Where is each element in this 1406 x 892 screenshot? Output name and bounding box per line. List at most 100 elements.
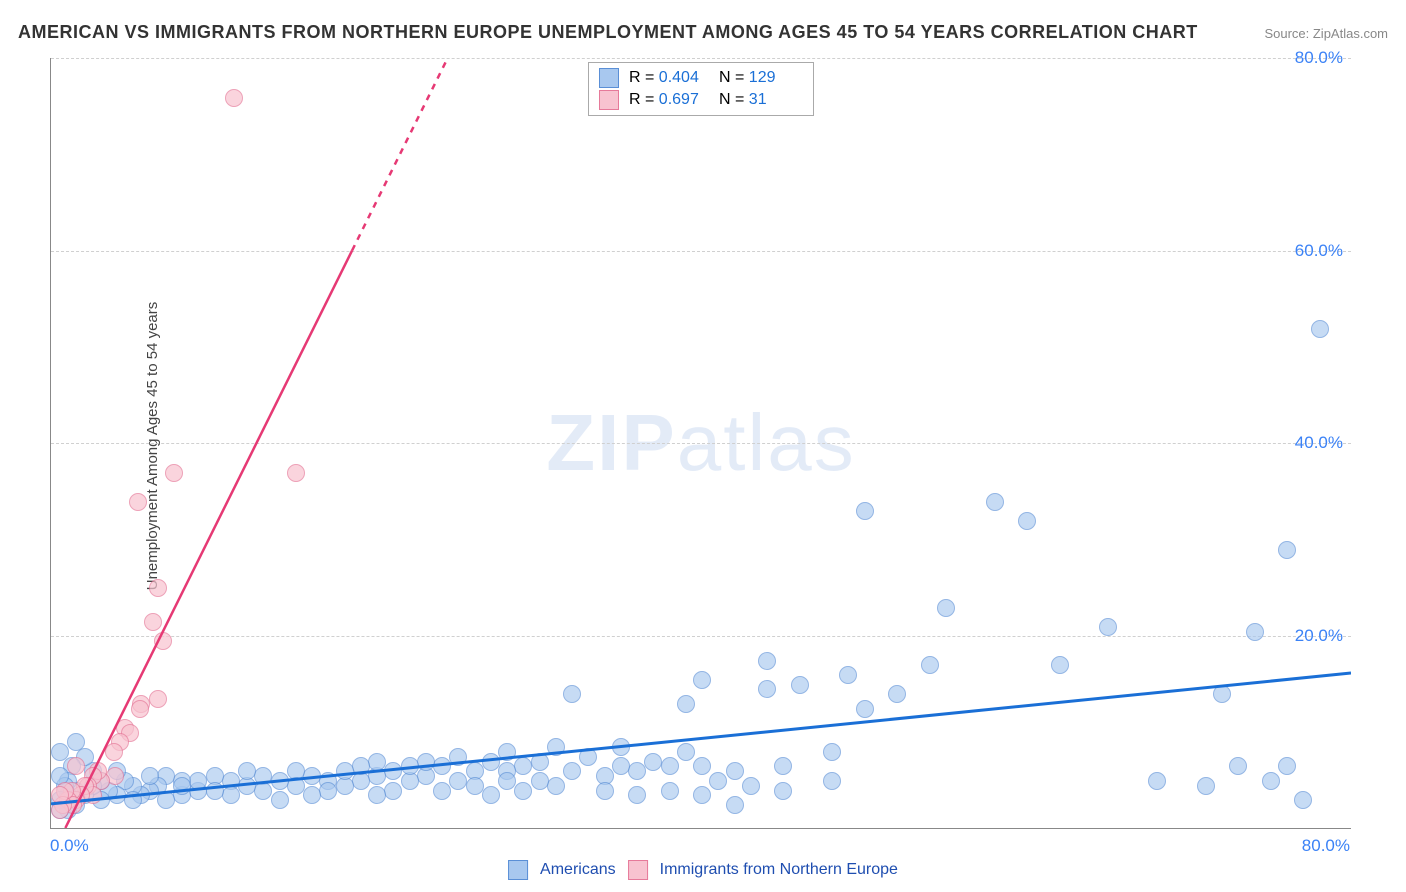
data-point <box>693 757 711 775</box>
data-point <box>579 748 597 766</box>
data-point <box>1197 777 1215 795</box>
series-label-immigrants: Immigrants from Northern Europe <box>660 861 898 879</box>
data-point <box>856 502 874 520</box>
data-point <box>677 743 695 761</box>
data-point <box>303 767 321 785</box>
swatch-americans-icon <box>508 860 528 880</box>
data-point <box>547 738 565 756</box>
data-point <box>709 772 727 790</box>
data-point <box>225 89 243 107</box>
data-point <box>774 757 792 775</box>
n-value-americans: 129 <box>749 69 776 86</box>
data-point <box>482 753 500 771</box>
data-point <box>661 757 679 775</box>
data-point <box>612 757 630 775</box>
data-point <box>677 695 695 713</box>
data-point <box>51 743 69 761</box>
data-point <box>1278 757 1296 775</box>
scatter-points-layer <box>51 58 1351 828</box>
data-point <box>141 767 159 785</box>
data-point <box>173 777 191 795</box>
data-point <box>271 772 289 790</box>
correlation-legend: R = 0.404 N = 129 R = 0.697 N = 31 <box>588 62 814 116</box>
data-point <box>384 782 402 800</box>
data-point <box>888 685 906 703</box>
data-point <box>596 782 614 800</box>
data-point <box>222 786 240 804</box>
data-point <box>823 743 841 761</box>
data-point <box>1213 685 1231 703</box>
series-legend: Americans Immigrants from Northern Europ… <box>508 860 898 880</box>
data-point <box>742 777 760 795</box>
data-point <box>129 493 147 511</box>
data-point <box>67 757 85 775</box>
data-point <box>661 782 679 800</box>
legend-row-immigrants: R = 0.697 N = 31 <box>599 89 799 111</box>
data-point <box>986 493 1004 511</box>
data-point <box>693 671 711 689</box>
scatter-plot-area: ZIPatlas R = 0.404 N = 129 R = 0.697 N =… <box>50 58 1351 829</box>
data-point <box>531 753 549 771</box>
data-point <box>149 690 167 708</box>
x-tick-label: 0.0% <box>50 836 89 856</box>
data-point <box>144 613 162 631</box>
chart-title: AMERICAN VS IMMIGRANTS FROM NORTHERN EUR… <box>18 22 1198 43</box>
data-point <box>563 762 581 780</box>
data-point <box>547 777 565 795</box>
data-point <box>1294 791 1312 809</box>
data-point <box>254 782 272 800</box>
data-point <box>287 464 305 482</box>
n-value-immigrants: 31 <box>749 91 767 108</box>
data-point <box>105 743 123 761</box>
data-point <box>189 772 207 790</box>
data-point <box>726 762 744 780</box>
data-point <box>287 777 305 795</box>
data-point <box>856 700 874 718</box>
data-point <box>823 772 841 790</box>
data-point <box>612 738 630 756</box>
data-point <box>514 757 532 775</box>
data-point <box>368 753 386 771</box>
data-point <box>563 685 581 703</box>
data-point <box>628 786 646 804</box>
data-point <box>514 782 532 800</box>
data-point <box>774 782 792 800</box>
data-point <box>937 599 955 617</box>
data-point <box>449 748 467 766</box>
data-point <box>498 743 516 761</box>
data-point <box>303 786 321 804</box>
data-point <box>206 782 224 800</box>
data-point <box>1229 757 1247 775</box>
data-point <box>1246 623 1264 641</box>
data-point <box>726 796 744 814</box>
x-tick-label: 80.0% <box>1302 836 1350 856</box>
data-point <box>839 666 857 684</box>
data-point <box>921 656 939 674</box>
data-point <box>319 782 337 800</box>
data-point <box>352 757 370 775</box>
swatch-americans <box>599 68 619 88</box>
data-point <box>693 786 711 804</box>
data-point <box>51 801 69 819</box>
data-point <box>165 464 183 482</box>
data-point <box>1311 320 1329 338</box>
r-label-text: R = 0.404 <box>629 69 709 87</box>
data-point <box>154 632 172 650</box>
data-point <box>758 680 776 698</box>
data-point <box>1099 618 1117 636</box>
data-point <box>433 782 451 800</box>
data-point <box>417 753 435 771</box>
data-point <box>433 757 451 775</box>
data-point <box>1262 772 1280 790</box>
n-label-text: N = 129 <box>719 69 799 87</box>
data-point <box>498 772 516 790</box>
data-point <box>1051 656 1069 674</box>
data-point <box>401 757 419 775</box>
data-point <box>1018 512 1036 530</box>
r-label-text: R = 0.697 <box>629 91 709 109</box>
data-point <box>531 772 549 790</box>
data-point <box>791 676 809 694</box>
data-point <box>482 786 500 804</box>
data-point <box>384 762 402 780</box>
data-point <box>271 791 289 809</box>
